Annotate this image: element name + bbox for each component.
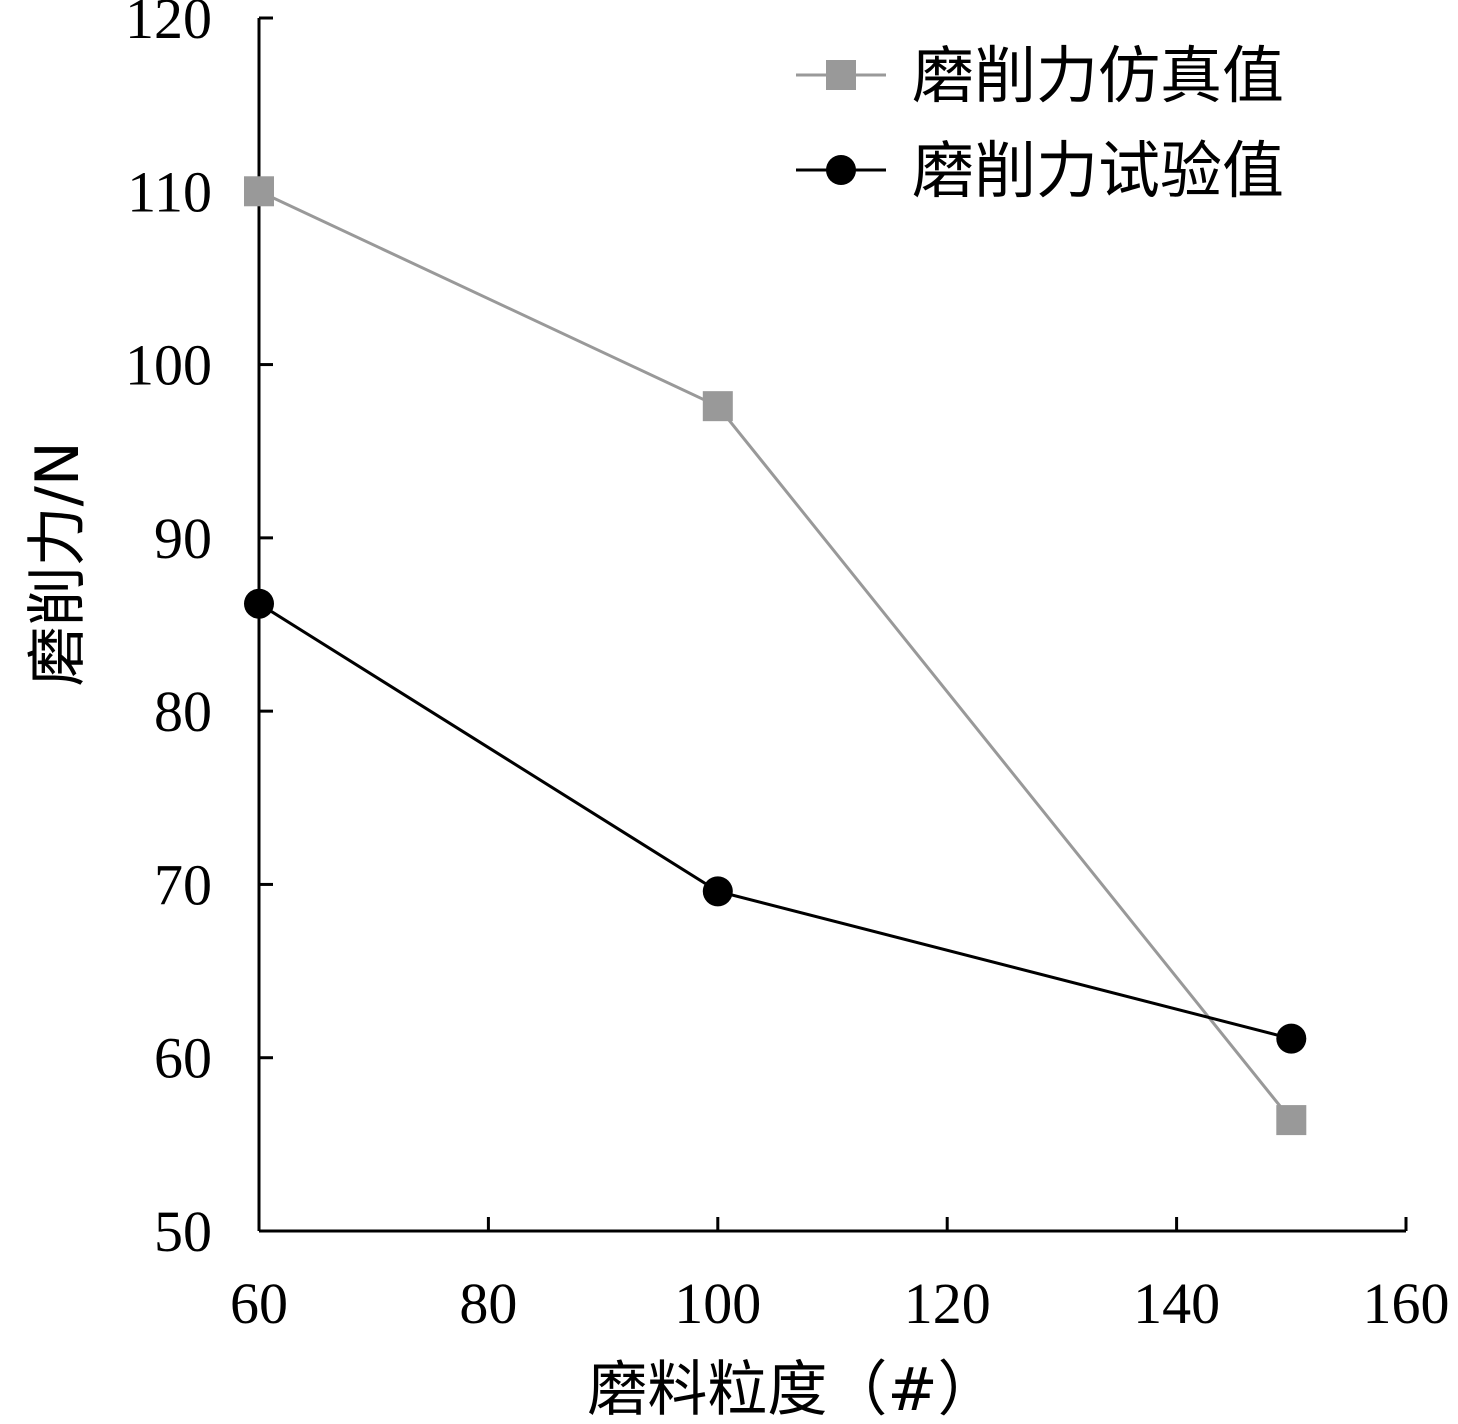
legend-label-2: 磨削力试验值 [912,134,1284,207]
series-2-point [1276,1023,1307,1054]
series-1-point [1276,1105,1307,1136]
legend-marker-2 [826,155,856,185]
series-2-point [702,876,733,907]
y-tick-label: 110 [127,159,212,224]
y-tick-label: 100 [125,333,212,398]
x-axis-title: 磨料粒度（#） [587,1355,997,1424]
y-tick-label: 80 [154,679,212,744]
series-line-2 [258,602,1292,1041]
series-1-point [702,391,733,422]
legend-marker-1 [826,60,856,90]
y-tick-label: 60 [154,1026,212,1091]
x-tick-label: 60 [230,1271,288,1336]
y-tick-label: 70 [154,852,212,917]
axes [257,18,1406,1233]
y-ticks: 50 60 70 80 90 100 110 120 [125,0,273,1264]
x-tick-label: 140 [1133,1271,1220,1336]
legend-label-1: 磨削力仿真值 [912,39,1284,112]
x-tick-label: 120 [904,1271,991,1336]
series-group [244,176,1307,1136]
y-tick-label: 50 [154,1199,212,1264]
x-tick-label: 100 [674,1271,761,1336]
x-ticks: 60 80 100 120 140 160 [230,1217,1450,1336]
x-tick-label: 80 [459,1271,517,1336]
x-tick-label: 160 [1363,1271,1450,1336]
series-2-point [244,588,274,619]
series-line-1 [258,189,1293,1122]
series-1-point [244,176,274,207]
y-tick-label: 120 [125,0,212,51]
y-tick-label: 90 [154,506,212,571]
y-axis-title: 磨削力/N [23,441,93,686]
